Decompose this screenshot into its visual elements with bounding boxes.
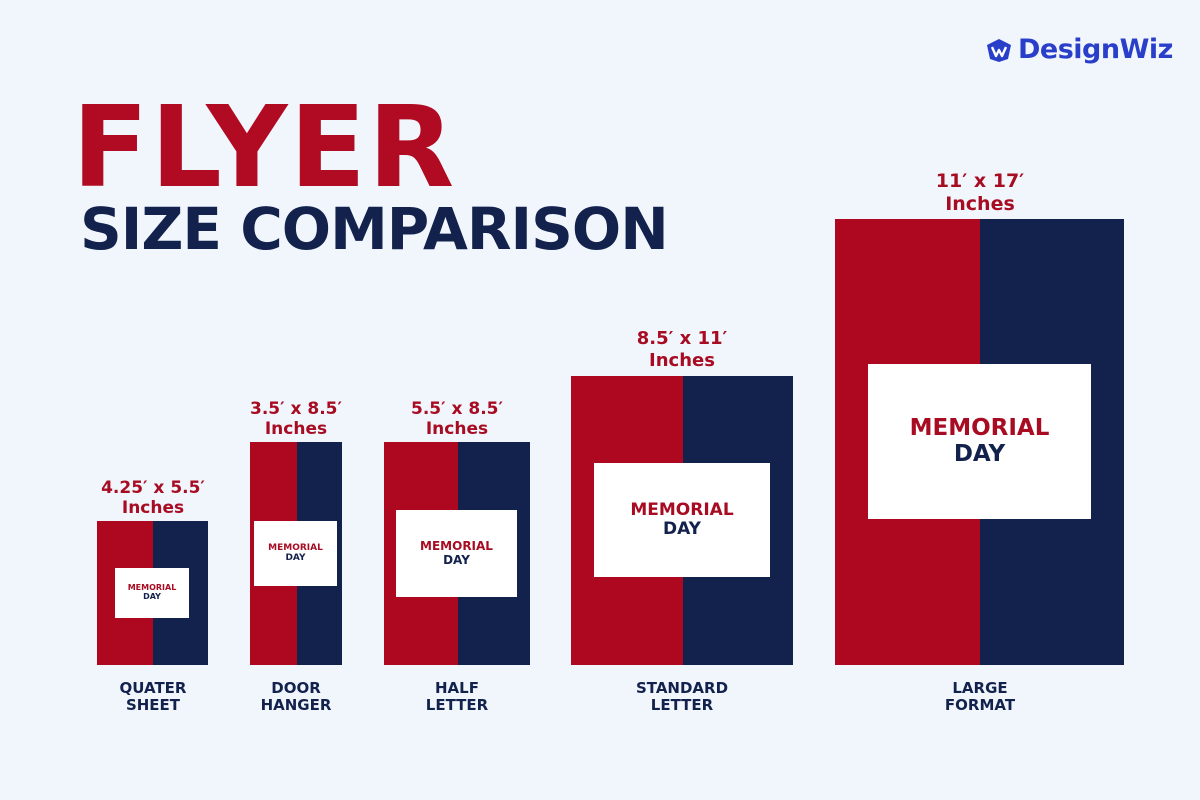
caption-line: QUATER <box>119 679 187 697</box>
caption-door-hanger: DOOR HANGER <box>261 680 332 714</box>
card-title: MEMORIAL <box>127 583 177 593</box>
size-label-quarter-sheet: 4.25′ x 5.5′ Inches <box>101 478 205 518</box>
card-title: MEMORIAL <box>268 542 323 553</box>
caption-line: HANGER <box>260 696 332 714</box>
flyer-door-hanger: MEMORIAL DAY <box>250 442 342 665</box>
flyer-quarter-sheet: MEMORIAL DAY <box>97 521 208 665</box>
size-label-door-hanger: 3.5′ x 8.5′ Inches <box>250 399 342 439</box>
brand-name: DesignWiz <box>1018 34 1173 65</box>
caption-line: HALF <box>435 679 479 697</box>
card-title: MEMORIAL <box>630 500 734 521</box>
caption-line: SHEET <box>125 696 181 714</box>
flyer-card: MEMORIAL DAY <box>115 568 189 618</box>
caption-line: DOOR <box>271 679 321 697</box>
caption-line: STANDARD <box>635 679 729 697</box>
caption-large-format: LARGE FORMAT <box>945 680 1015 714</box>
flyer-standard-letter: MEMORIAL DAY <box>571 376 793 665</box>
size-unit: Inches <box>121 498 185 518</box>
size-dimensions: 5.5′ x 8.5′ <box>411 399 503 419</box>
caption-line: LETTER <box>425 696 489 714</box>
size-dimensions: 11′ x 17′ <box>935 170 1025 192</box>
flyer-card: MEMORIAL DAY <box>868 364 1091 519</box>
size-label-standard-letter: 8.5′ x 11′ Inches <box>637 328 728 372</box>
size-dimensions: 4.25′ x 5.5′ <box>101 478 205 498</box>
size-dimensions: 3.5′ x 8.5′ <box>250 399 342 419</box>
flyer-card: MEMORIAL DAY <box>594 463 770 577</box>
caption-quarter-sheet: QUATER SHEET <box>120 680 187 714</box>
flyer-half-letter: MEMORIAL DAY <box>384 442 530 665</box>
designwiz-logo: DesignWiz <box>984 34 1173 65</box>
size-unit: Inches <box>425 419 489 439</box>
flyer-card: MEMORIAL DAY <box>396 510 517 597</box>
caption-standard-letter: STANDARD LETTER <box>636 680 728 714</box>
card-subtitle: DAY <box>663 519 701 539</box>
caption-half-letter: HALF LETTER <box>426 680 488 714</box>
size-label-half-letter: 5.5′ x 8.5′ Inches <box>411 399 503 439</box>
size-unit: Inches <box>649 350 715 371</box>
designwiz-logo-icon <box>987 38 1011 62</box>
card-subtitle: DAY <box>285 552 306 563</box>
page-title: FLYER <box>72 83 457 213</box>
card-title: MEMORIAL <box>420 539 493 554</box>
page-subtitle: SIZE COMPARISON <box>80 195 669 263</box>
card-subtitle: DAY <box>443 552 470 567</box>
card-subtitle: DAY <box>143 592 161 601</box>
caption-line: FORMAT <box>944 696 1016 714</box>
caption-line: LARGE <box>952 679 1008 697</box>
size-dimensions: 8.5′ x 11′ <box>636 328 728 349</box>
size-label-large-format: 11′ x 17′ Inches <box>936 170 1024 216</box>
size-unit: Inches <box>264 419 328 439</box>
flyer-card: MEMORIAL DAY <box>254 521 337 586</box>
card-subtitle: DAY <box>953 440 1006 467</box>
size-unit: Inches <box>945 193 1015 215</box>
card-title: MEMORIAL <box>909 415 1050 442</box>
caption-line: LETTER <box>650 696 714 714</box>
flyer-large-format: MEMORIAL DAY <box>835 219 1124 665</box>
